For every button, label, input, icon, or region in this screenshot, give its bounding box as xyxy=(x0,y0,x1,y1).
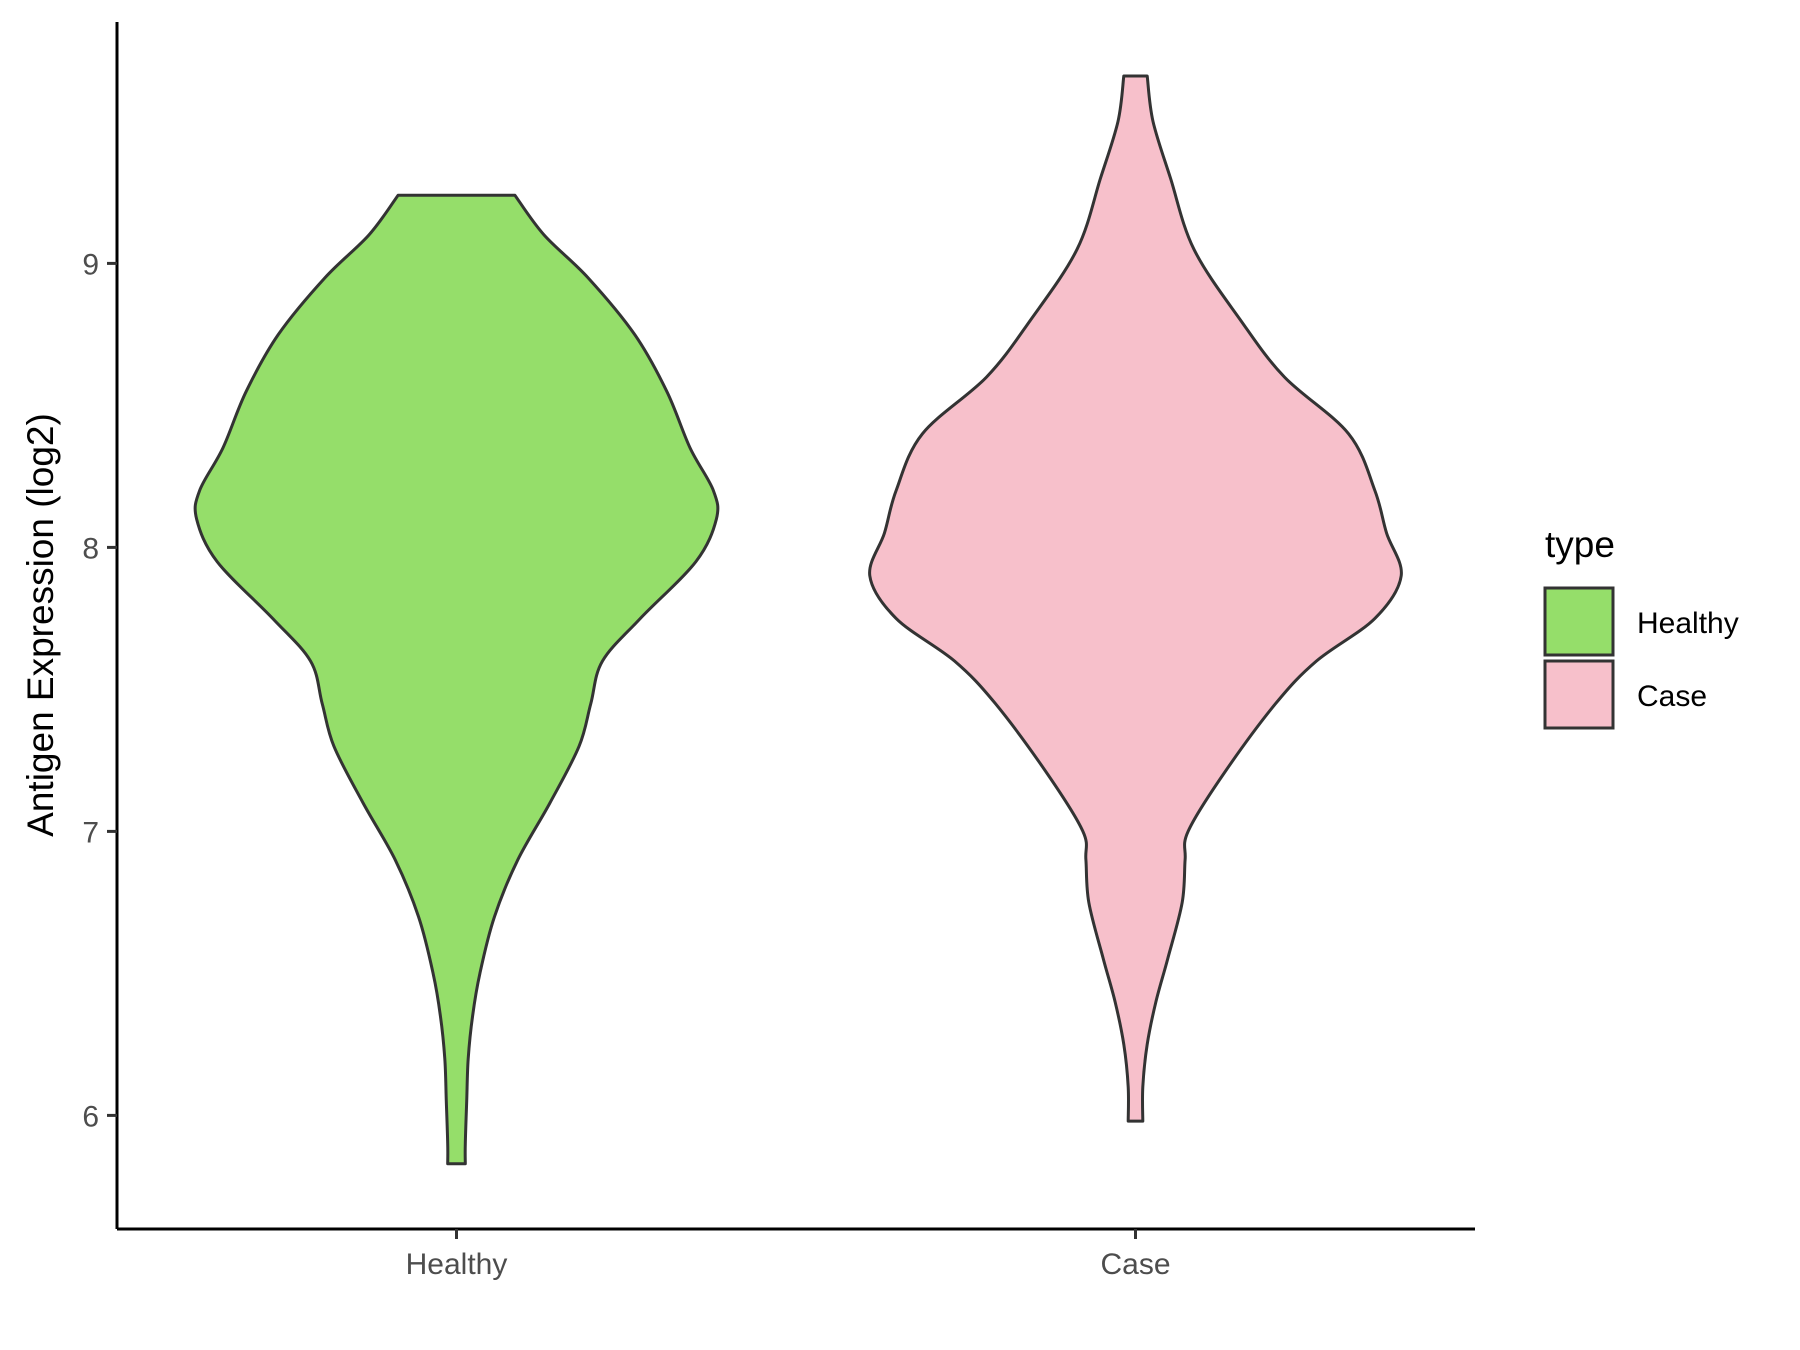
x-ticks: Healthy Case xyxy=(406,1229,1171,1281)
x-tick-label: Healthy xyxy=(406,1248,508,1281)
legend-title: type xyxy=(1545,524,1615,565)
legend-key-case xyxy=(1543,659,1615,730)
legend-label: Healthy xyxy=(1637,607,1739,640)
violin-case xyxy=(868,74,1403,1123)
violin-healthy xyxy=(193,193,720,1166)
y-axis-title: Antigen Expression (log2) xyxy=(20,413,61,837)
y-tick-label: 9 xyxy=(82,248,99,281)
y-tick-label: 8 xyxy=(82,532,99,565)
legend-key-healthy xyxy=(1543,586,1615,657)
y-tick-label: 7 xyxy=(82,816,99,849)
violin-layer xyxy=(193,74,1403,1166)
x-tick-label: Case xyxy=(1100,1248,1170,1281)
legend: type Healthy Case xyxy=(1543,524,1739,730)
legend-label: Case xyxy=(1637,680,1707,713)
y-tick-label: 6 xyxy=(82,1100,99,1133)
y-ticks: 6 7 8 9 xyxy=(82,248,117,1133)
